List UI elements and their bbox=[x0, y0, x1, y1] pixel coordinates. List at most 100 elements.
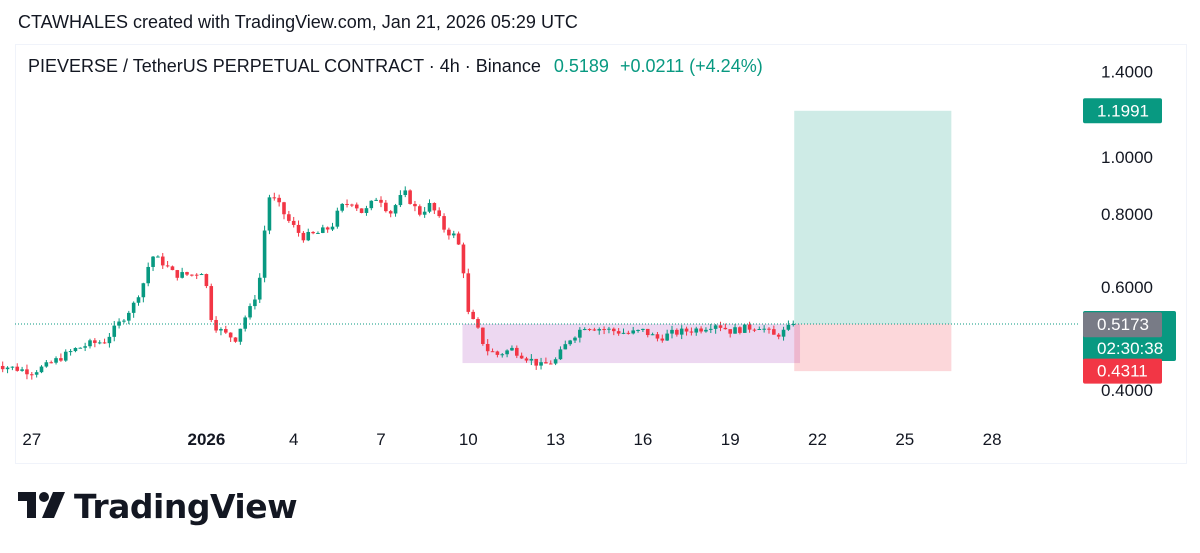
x-tick-label: 22 bbox=[808, 430, 827, 449]
x-tick-label: 16 bbox=[633, 430, 652, 449]
candle-body bbox=[335, 210, 340, 227]
candle-body bbox=[689, 331, 694, 333]
candle-body bbox=[379, 199, 383, 203]
candle-body bbox=[534, 358, 538, 366]
candle-body bbox=[568, 340, 572, 345]
candle-body bbox=[471, 311, 475, 320]
candle-body bbox=[306, 231, 311, 241]
price-countdown-text: 02:30:38 bbox=[1097, 339, 1163, 358]
x-tick-label: 27 bbox=[22, 430, 41, 449]
price-label-box bbox=[1083, 358, 1162, 384]
candle-body bbox=[34, 372, 39, 375]
candle-body bbox=[665, 333, 669, 341]
candle-body bbox=[209, 286, 214, 320]
candle-body bbox=[432, 202, 437, 211]
symbol-title[interactable]: PIEVERSE / TetherUS PERPETUAL CONTRACT ·… bbox=[28, 56, 541, 76]
x-tick-label: 2026 bbox=[187, 430, 225, 449]
candle-body bbox=[742, 324, 747, 333]
candle-body bbox=[612, 328, 616, 332]
candle-body bbox=[592, 329, 597, 331]
candle-body bbox=[670, 329, 674, 334]
chart-header: PIEVERSE / TetherUS PERPETUAL CONTRACT ·… bbox=[28, 56, 763, 77]
candle-body bbox=[456, 233, 461, 245]
candle-body bbox=[413, 203, 417, 207]
candle-body bbox=[122, 320, 126, 322]
candle-body bbox=[59, 358, 63, 361]
candles bbox=[0, 186, 796, 380]
candle-body bbox=[345, 203, 349, 205]
candle-body bbox=[151, 256, 155, 267]
candle-body bbox=[752, 329, 757, 331]
candle-body bbox=[602, 329, 606, 331]
candle-body bbox=[485, 343, 490, 352]
candle-body bbox=[393, 205, 398, 214]
y-tick-label: 0.6000 bbox=[1101, 278, 1153, 297]
candle-body bbox=[510, 347, 514, 351]
candle-body bbox=[655, 334, 660, 339]
candle-body bbox=[44, 362, 49, 367]
price-label-box bbox=[1083, 312, 1162, 338]
candle-body bbox=[30, 374, 34, 376]
candle-body bbox=[384, 202, 388, 212]
candle-body bbox=[233, 337, 238, 342]
candle-body bbox=[757, 329, 762, 331]
candle-body bbox=[93, 340, 97, 343]
candle-body bbox=[418, 206, 422, 215]
candle-body bbox=[165, 265, 170, 267]
candle-body bbox=[495, 351, 500, 355]
candle-body bbox=[282, 202, 286, 215]
candle-body bbox=[54, 358, 58, 363]
candle-body bbox=[398, 195, 403, 206]
candle-body bbox=[447, 229, 451, 236]
candle-body bbox=[791, 323, 796, 325]
candle-body bbox=[10, 366, 15, 368]
candle-body bbox=[88, 340, 92, 347]
y-tick-label: 1.4000 bbox=[1101, 62, 1153, 81]
candle-body bbox=[626, 332, 631, 334]
tradingview-logo[interactable]: TradingView bbox=[18, 487, 298, 526]
candle-body bbox=[422, 211, 427, 215]
candle-body bbox=[107, 336, 112, 344]
candle-body bbox=[539, 362, 543, 366]
candle-body bbox=[83, 346, 87, 348]
candle-body bbox=[5, 367, 10, 370]
candle-body bbox=[175, 270, 180, 278]
candle-body bbox=[127, 312, 131, 321]
candle-body bbox=[102, 342, 107, 344]
candle-body bbox=[49, 362, 53, 364]
candle-body bbox=[20, 369, 24, 371]
tradingview-wordmark: TradingView bbox=[74, 487, 298, 526]
candle-body bbox=[296, 224, 301, 233]
candle-body bbox=[786, 324, 791, 330]
price-label-text: 0.4311 bbox=[1097, 362, 1148, 381]
chart-panel[interactable] bbox=[15, 44, 1187, 464]
candle-body bbox=[272, 197, 277, 199]
position-target-zone bbox=[794, 110, 952, 324]
candle-body bbox=[738, 327, 742, 333]
x-tick-label: 25 bbox=[895, 430, 914, 449]
candle-body bbox=[427, 202, 432, 212]
position-stop-zone bbox=[794, 323, 952, 372]
candle-body bbox=[204, 274, 209, 287]
candle-body bbox=[330, 226, 335, 230]
y-tick-label: 1.0000 bbox=[1101, 148, 1153, 167]
candle-body bbox=[156, 256, 160, 258]
candle-body bbox=[723, 327, 728, 330]
candle-body bbox=[519, 355, 524, 359]
candle-body bbox=[350, 204, 354, 206]
candle-body bbox=[63, 351, 68, 361]
candle-body bbox=[490, 351, 495, 353]
x-tick-label: 13 bbox=[546, 430, 565, 449]
candle-body bbox=[238, 328, 243, 342]
candle-body bbox=[451, 233, 456, 236]
candle-body bbox=[616, 331, 621, 334]
candle-body bbox=[781, 329, 786, 337]
candle-body bbox=[524, 358, 529, 361]
candle-body bbox=[718, 325, 723, 328]
candle-body bbox=[253, 299, 257, 307]
candle-body bbox=[136, 297, 141, 303]
candle-body bbox=[15, 366, 20, 371]
candle-body bbox=[262, 230, 267, 278]
candle-body bbox=[243, 317, 247, 329]
